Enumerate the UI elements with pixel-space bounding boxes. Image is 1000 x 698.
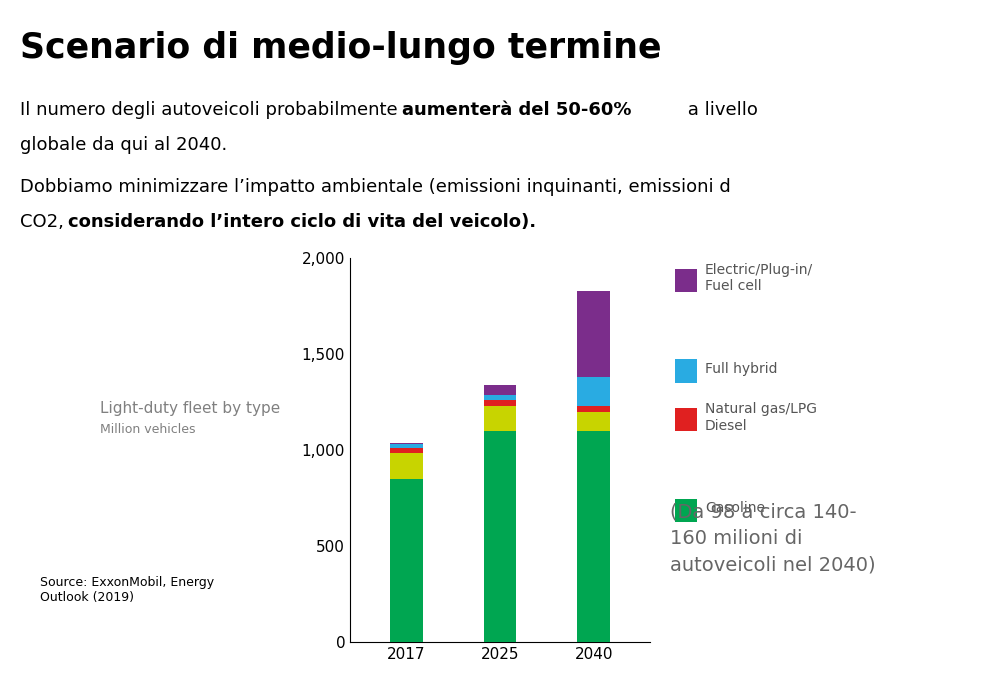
Bar: [484, 394, 516, 401]
Text: Scenario di medio-lungo termine: Scenario di medio-lungo termine: [20, 31, 662, 66]
Text: Source: ExxonMobil, Energy
Outlook (2019): Source: ExxonMobil, Energy Outlook (2019…: [40, 576, 214, 604]
Bar: [577, 412, 610, 431]
Text: (Da 98 a circa 140-
160 milioni di
autoveicoli nel 2040): (Da 98 a circa 140- 160 milioni di autov…: [670, 503, 876, 574]
Bar: [484, 431, 516, 642]
Text: Full hybrid: Full hybrid: [705, 362, 778, 376]
Bar: [577, 377, 610, 406]
Bar: [577, 431, 610, 642]
Text: Il numero degli autoveicoli probabilmente: Il numero degli autoveicoli probabilment…: [20, 101, 403, 119]
Text: globale da qui al 2040.: globale da qui al 2040.: [20, 136, 227, 154]
Text: Million vehicles: Million vehicles: [100, 423, 196, 436]
Text: considerando l’intero ciclo di vita del veicolo).: considerando l’intero ciclo di vita del …: [68, 213, 536, 231]
Text: Electric/Plug-in/
Fuel cell: Electric/Plug-in/ Fuel cell: [705, 262, 813, 293]
Text: CO2,: CO2,: [20, 213, 70, 231]
Text: Natural gas/LPG
Diesel: Natural gas/LPG Diesel: [705, 402, 817, 433]
Text: Dobbiamo minimizzare l’impatto ambientale (emissioni inquinanti, emissioni d: Dobbiamo minimizzare l’impatto ambiental…: [20, 178, 731, 196]
Text: aumenterà del 50-60%: aumenterà del 50-60%: [402, 101, 632, 119]
Bar: [390, 448, 423, 453]
Bar: [577, 291, 610, 377]
Bar: [390, 445, 423, 448]
Bar: [484, 401, 516, 406]
Bar: [390, 453, 423, 479]
Text: Gasoline: Gasoline: [705, 501, 765, 515]
Bar: [390, 479, 423, 642]
Bar: [484, 406, 516, 431]
Text: a livello: a livello: [682, 101, 758, 119]
Text: Light-duty fleet by type: Light-duty fleet by type: [100, 401, 280, 416]
Bar: [577, 406, 610, 412]
Bar: [390, 443, 423, 445]
Bar: [484, 385, 516, 394]
